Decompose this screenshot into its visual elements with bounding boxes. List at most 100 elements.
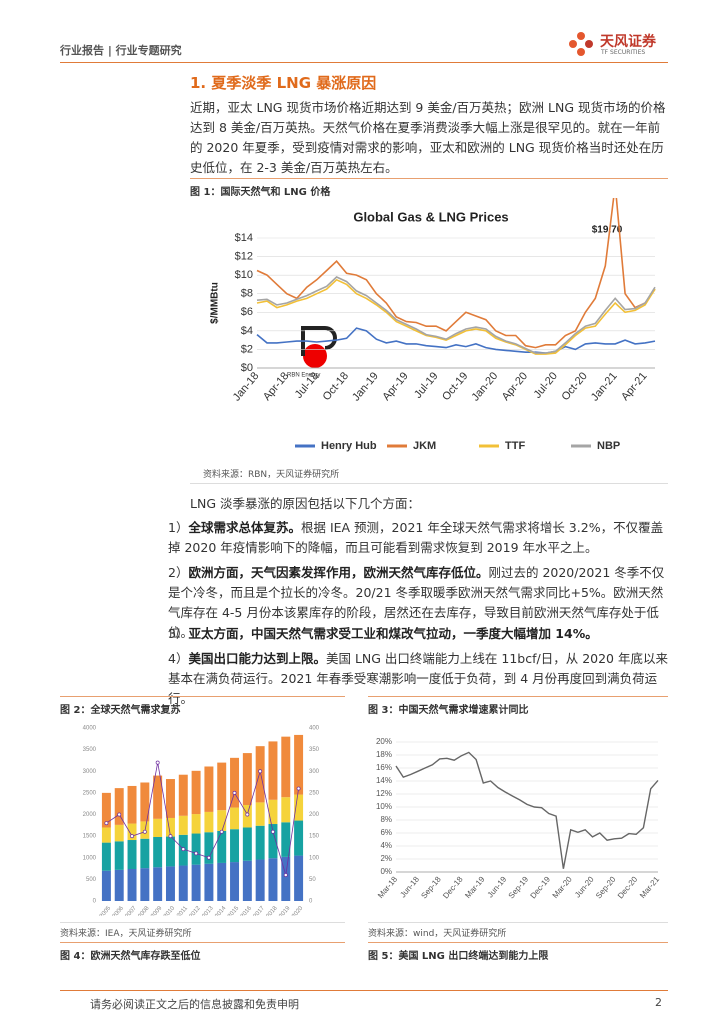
x-tick-label: 2013: [201, 905, 215, 916]
bar-segment: [127, 840, 137, 869]
y-tick-label: 3500: [83, 747, 97, 753]
bar-segment: [165, 779, 175, 818]
bar-segment: [268, 741, 278, 800]
x-tick-label: 2014: [214, 905, 228, 916]
x-tick-label: 2006: [112, 905, 126, 916]
x-tick-label: Mar-21: [638, 874, 662, 900]
y-tick-label: $10: [235, 269, 253, 281]
y-tick-label: 8%: [380, 815, 392, 824]
list-item: 2）欧洲方面，天气因素发挥作用，欧洲天然气库存低位。刚过去的 2020/2021…: [168, 563, 668, 643]
bar-segment: [101, 792, 111, 828]
y-tick-label: 50: [309, 877, 316, 883]
x-tick-label: Oct-20: [559, 370, 589, 403]
bar-segment: [255, 802, 265, 826]
y-tick-label: 0: [309, 899, 313, 905]
y-tick-label: $6: [241, 306, 253, 318]
y-tick-label: 18%: [376, 750, 392, 759]
y-tick-label: $2: [241, 343, 253, 355]
bar-segment: [217, 762, 227, 811]
line-point: [245, 812, 250, 817]
x-tick-label: Oct-18: [321, 370, 351, 403]
y-tick-label: $14: [235, 232, 253, 244]
bar-segment: [204, 811, 214, 833]
chart: 0 500 1000 1500 2000 2500 3000 3500 4000 0 50 100 15…: [83, 726, 320, 916]
y-tick-label: 0%: [380, 867, 392, 876]
legend-label: TTF: [505, 440, 525, 452]
item-text: 刚过去的 2020/2021 冬季不仅是个冷冬，而且是个拉长的冷冬。20/21 …: [168, 565, 665, 640]
y-tick-label: 1000: [83, 855, 97, 861]
x-tick-label: Apr-19: [380, 370, 410, 403]
y-tick-label: 400: [309, 726, 320, 732]
line-point: [142, 829, 147, 834]
item-lead: 全球需求总体复苏。: [188, 520, 301, 535]
bar-segment: [204, 766, 214, 812]
list-item: 1）全球需求总体复苏。根据 IEA 预测，2021 年全球天然气需求将增长 3.…: [168, 518, 668, 558]
bar-segment: [268, 858, 278, 901]
y-tick-label: 2500: [83, 790, 97, 796]
page-number: 2: [655, 996, 662, 1009]
x-tick-label: Jun-19: [486, 874, 509, 899]
x-tick-label: 2017: [253, 905, 267, 916]
bar-segment: [255, 746, 265, 803]
x-tick-label: 2012: [189, 905, 203, 916]
line-point: [181, 847, 186, 852]
y-tick-label: 12%: [376, 789, 392, 798]
line-point: [130, 834, 134, 839]
figure-caption: 图 5：美国 LNG 出口终端达到能力上限: [368, 942, 668, 962]
figure-caption: 图 4：欧洲天然气库存跌至低位: [60, 942, 345, 962]
y-axis-label: $/MMBtu: [210, 282, 221, 324]
y-tick-label: 150: [309, 834, 320, 840]
bar-segment: [191, 814, 201, 834]
bar-segment: [230, 807, 240, 830]
bar-segment: [165, 817, 175, 837]
y-tick-label: 6%: [380, 828, 392, 837]
line-point: [206, 855, 211, 860]
x-tick-label: Sep-19: [507, 874, 531, 900]
figure-caption: 图 3：中国天然气需求增速累计同比: [368, 696, 668, 716]
x-tick-label: Mar-18: [376, 874, 400, 900]
y-tick-label: 3000: [83, 769, 97, 775]
line-point: [117, 812, 122, 817]
line-series: [256, 327, 656, 354]
bar-segment: [114, 824, 124, 842]
x-tick-label: Apr-18: [261, 370, 291, 403]
bar-segment: [294, 734, 304, 795]
chart: 0% 2% 4% 6% 8% 10% 12% 14% 16% 18% 20% Mar-18 Jun-18…: [376, 737, 662, 900]
x-tick-label: Jul-19: [412, 370, 440, 401]
bar-segment: [114, 869, 124, 901]
y-tick-label: 4%: [380, 841, 392, 850]
y-tick-label: 300: [309, 769, 320, 775]
list-item: 4）美国出口能力达到上限。美国 LNG 出口终端能力上线在 11bcf/日，从 …: [168, 649, 668, 709]
line-point: [232, 790, 237, 795]
y-tick-label: 2000: [83, 812, 97, 818]
header-rule: [60, 62, 668, 63]
line-point: [258, 769, 263, 774]
y-tick-label: 10%: [376, 802, 392, 811]
line-point: [104, 821, 109, 826]
x-tick-label: Jan-19: [350, 370, 381, 403]
source: 资料来源：RBN，天风证券研究所: [203, 470, 340, 480]
bar-segment: [191, 833, 201, 865]
bar-segment: [242, 753, 252, 805]
x-tick-label: Sep-20: [594, 874, 618, 900]
chart: Global Gas & LNG Prices $/MMBtu $19.70 R…: [210, 198, 656, 452]
x-tick-label: 2008: [137, 905, 151, 916]
bar-segment: [230, 829, 240, 863]
item-text: 美国 LNG 出口终端能力上线在 11bcf/日，从 2020 年底以来基本在满…: [168, 651, 668, 706]
bar-segment: [178, 865, 188, 901]
y-tick-label: 4000: [83, 726, 97, 732]
bar-segment: [255, 859, 265, 901]
bar-segment: [294, 820, 304, 856]
logo-icon: [569, 32, 593, 56]
legend-label: Henry Hub: [321, 440, 377, 452]
item-lead: 欧洲方面，天气因素发挥作用，欧洲天然气库存低位。: [188, 565, 489, 580]
x-tick-label: 2009: [150, 905, 164, 916]
y-tick-label: 20%: [376, 737, 392, 746]
x-tick-label: Jan-20: [470, 370, 501, 403]
x-tick-label: 2011: [176, 905, 189, 916]
x-tick-label: Oct-19: [440, 370, 470, 403]
bar-segment: [268, 799, 278, 825]
line-series: [106, 762, 299, 876]
y-tick-label: 250: [309, 790, 320, 796]
